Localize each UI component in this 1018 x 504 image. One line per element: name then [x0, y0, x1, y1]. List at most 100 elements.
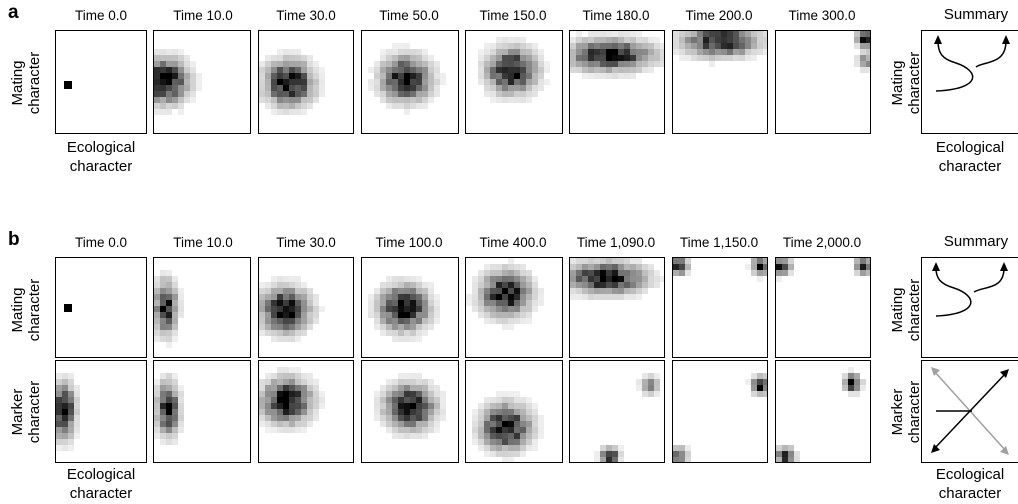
density-cell: [160, 91, 166, 97]
density-cell: [624, 288, 630, 294]
heatmap-b-marker-8: [775, 360, 871, 463]
density-cell: [160, 306, 166, 312]
density-cell: [538, 85, 544, 91]
density-cell: [277, 73, 283, 79]
density-cell: [654, 276, 660, 282]
density-cell: [496, 73, 502, 79]
density-cell: [422, 85, 428, 91]
density-cell: [259, 391, 265, 397]
density-cell: [691, 31, 697, 37]
density-cell: [496, 415, 502, 421]
density-cell: [440, 403, 446, 409]
density-cell: [484, 397, 490, 403]
density-cell: [277, 312, 283, 318]
density-cell: [514, 43, 520, 49]
density-cell: [289, 103, 295, 109]
density-cell: [673, 258, 679, 264]
density-cell: [484, 282, 490, 288]
time-label: Time 30.0: [276, 235, 336, 250]
density-cell: [496, 282, 502, 288]
density-cell: [416, 427, 422, 433]
density-cell: [283, 312, 289, 318]
density-cell: [398, 67, 404, 73]
density-cell: [404, 300, 410, 306]
density-cell: [68, 421, 74, 427]
density-cell: [434, 415, 440, 421]
density-cell: [416, 403, 422, 409]
density-cell: [172, 379, 178, 385]
density-cell: [172, 403, 178, 409]
density-cell: [289, 421, 295, 427]
density-cell: [265, 85, 271, 91]
density-cell: [404, 288, 410, 294]
density-cell: [277, 385, 283, 391]
time-label: Time 180.0: [582, 8, 650, 23]
density-cell: [398, 61, 404, 67]
density-cell: [594, 37, 600, 43]
density-cell: [532, 288, 538, 294]
density-cell: [588, 294, 594, 300]
density-cell: [271, 91, 277, 97]
density-cell: [307, 324, 313, 330]
density-cell: [184, 97, 190, 103]
density-cell: [514, 312, 520, 318]
density-cell: [703, 37, 709, 43]
density-cell: [271, 385, 277, 391]
density-cell: [588, 288, 594, 294]
density-cell: [422, 294, 428, 300]
density-cell: [739, 43, 745, 49]
density-cell: [416, 294, 422, 300]
density-cell: [618, 457, 624, 462]
density-cell: [265, 61, 271, 67]
density-cell: [484, 55, 490, 61]
density-cell: [416, 73, 422, 79]
density-cell: [854, 258, 860, 264]
density-cell: [398, 79, 404, 85]
density-cell: [404, 43, 410, 49]
density-cell: [154, 306, 160, 312]
density-cell: [751, 49, 757, 55]
density-cell: [289, 403, 295, 409]
density-cell: [196, 73, 202, 79]
density-cell: [727, 49, 733, 55]
density-cell: [307, 403, 313, 409]
density-cell: [398, 288, 404, 294]
density-cell: [570, 61, 576, 67]
density-cell: [410, 67, 416, 73]
density-cell: [727, 37, 733, 43]
density-cell: [380, 306, 386, 312]
density-cell: [502, 397, 508, 403]
density-cell: [295, 373, 301, 379]
density-cell: [600, 264, 606, 270]
density-cell: [526, 61, 532, 67]
density-cell: [398, 312, 404, 318]
density-cell: [618, 270, 624, 276]
density-cell: [776, 451, 782, 457]
heatmap-b-marker-6: [569, 360, 665, 463]
density-cell: [866, 37, 870, 43]
density-cell: [490, 276, 496, 282]
density-cell: [502, 433, 508, 439]
density-cell: [392, 421, 398, 427]
density-cell: [422, 282, 428, 288]
arrowhead-icon: [1000, 369, 1009, 378]
density-cell: [160, 288, 166, 294]
density-cell: [472, 276, 478, 282]
density-cell: [190, 79, 196, 85]
density-cell: [386, 282, 392, 288]
density-cell: [301, 79, 307, 85]
density-cell: [502, 457, 508, 462]
density-cell: [172, 409, 178, 415]
density-cell: [386, 427, 392, 433]
density-cell: [410, 91, 416, 97]
density-cell: [392, 288, 398, 294]
density-cell: [154, 109, 160, 115]
density-cell: [526, 415, 532, 421]
density-cell: [526, 439, 532, 445]
density-cell: [612, 288, 618, 294]
density-cell: [502, 276, 508, 282]
density-cell: [478, 55, 484, 61]
density-cell: [490, 397, 496, 403]
density-cell: [570, 67, 576, 73]
density-cell: [56, 427, 62, 433]
